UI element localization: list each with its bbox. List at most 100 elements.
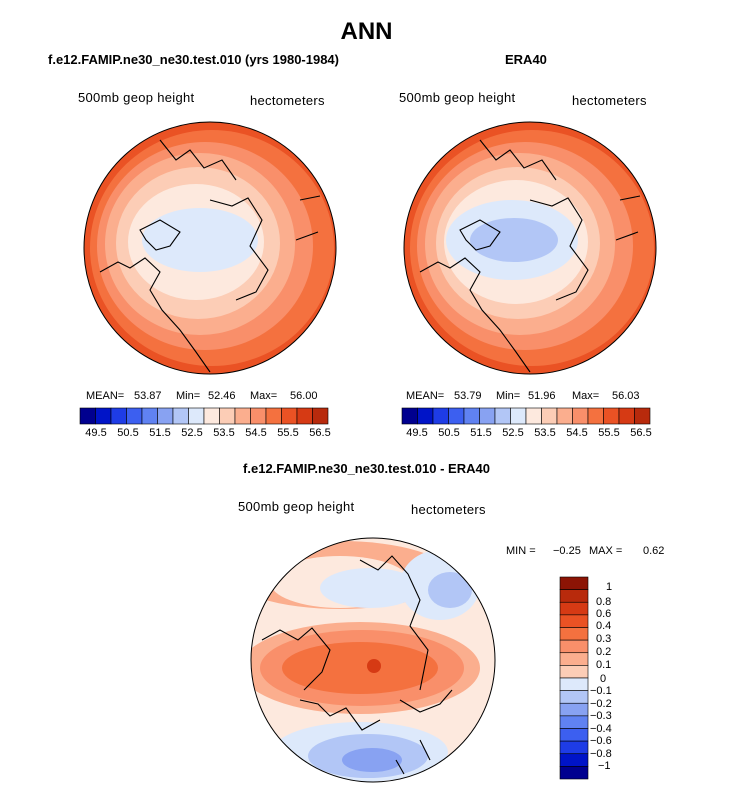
panel3-tick: −0.1 <box>590 685 612 697</box>
panel3-tick: 0.3 <box>596 633 612 645</box>
panel3-map-border <box>250 537 496 783</box>
panel3-tick: 0.1 <box>596 659 612 671</box>
panel3-min-label: MIN = <box>506 545 536 557</box>
panel2-colorbar-box <box>572 407 589 425</box>
panel2-colorbar-box <box>448 407 465 425</box>
panel1-colorbar-box <box>296 407 313 425</box>
panel3-tick: 0.2 <box>596 646 612 658</box>
panel2-max-value: 56.03 <box>612 390 640 402</box>
panel3-colorbar-box <box>559 753 589 767</box>
panel3-colorbar-box <box>559 665 589 679</box>
panel3-tick: −0.3 <box>590 710 612 722</box>
panel1-colorbar-box <box>234 407 251 425</box>
panel2-colorbar-box <box>587 407 604 425</box>
panel1-tick: 50.5 <box>117 427 139 439</box>
panel2-units-label: hectometers <box>572 93 647 108</box>
panel1-colorbar-box <box>95 407 112 425</box>
panel2-min-label: Min= <box>496 390 521 402</box>
panel1-tick: 51.5 <box>149 427 171 439</box>
panel1-colorbar <box>79 407 329 425</box>
panel1-map <box>83 121 337 375</box>
panel1-mean-value: 53.87 <box>134 390 162 402</box>
panel2-colorbar-box <box>618 407 635 425</box>
panel3-colorbar-box <box>559 728 589 742</box>
panel2-map-border <box>403 121 657 375</box>
panel2-coastlines <box>419 139 641 373</box>
panel2-mean-value: 53.79 <box>454 390 482 402</box>
panel3-max-label: MAX = <box>589 545 623 557</box>
panel3-coast-alaska <box>399 689 453 713</box>
panel3-tick: −0.4 <box>590 723 612 735</box>
panel1-colorbar-box <box>188 407 205 425</box>
panel3-band-top-blue <box>320 568 420 608</box>
panel1-colorbar-box <box>265 407 282 425</box>
panel1-colorbar-box <box>141 407 158 425</box>
panel1-coast-canada <box>209 197 269 301</box>
panel3-band-mid-06 <box>282 642 438 694</box>
panel2-tick: 54.5 <box>566 427 588 439</box>
panel2-tick: 52.5 <box>502 427 524 439</box>
panel3-units-label: hectometers <box>411 502 486 517</box>
panel1-colorbar-box <box>312 407 329 425</box>
panel2-colorbar-box <box>494 407 511 425</box>
panel1-colorbar-box <box>250 407 267 425</box>
panel3-colorbar-box <box>559 766 589 780</box>
main-title: ANN <box>340 18 393 45</box>
panel3-colorbar-box <box>559 627 589 641</box>
panel3-colorbar-box <box>559 740 589 755</box>
panel2-variable-label: 500mb geop height <box>399 90 516 105</box>
panel1-mean-label: MEAN= <box>86 390 125 402</box>
panel1-title: f.e12.FAMIP.ne30_ne30.test.010 (yrs 1980… <box>48 52 339 67</box>
panel3-colorbar-box <box>559 614 589 628</box>
panel1-tick: 54.5 <box>245 427 267 439</box>
panel2-mean-label: MEAN= <box>406 390 445 402</box>
panel3-tick: 1 <box>606 581 613 593</box>
panel2-max-label: Max= <box>572 390 600 402</box>
panel2-colorbar-box <box>525 407 542 425</box>
panel3-map <box>250 537 496 783</box>
panel1-coastlines <box>99 139 321 373</box>
panel2-colorbar-box <box>417 407 434 425</box>
panel2-colorbar-box <box>541 407 558 425</box>
panel1-coast-europe <box>99 257 211 373</box>
panel3-min-value: −0.25 <box>553 545 581 557</box>
panel2-colorbar-box <box>463 407 480 425</box>
panel3-max-value: 0.62 <box>643 545 665 557</box>
panel3-coast-islands <box>395 739 431 775</box>
panel1-tick: 49.5 <box>85 427 107 439</box>
panel2-coast-siberia <box>479 139 557 181</box>
panel1-tick: 53.5 <box>213 427 235 439</box>
panel1-colorbar-box <box>79 407 96 425</box>
panel2-coast-canada <box>529 197 589 301</box>
panel1-units-label: hectometers <box>250 93 325 108</box>
panel3-coastlines <box>261 555 453 775</box>
panel2-tick: 50.5 <box>438 427 460 439</box>
panel3-coast-canada <box>359 555 429 691</box>
panel3-band-max <box>367 659 381 673</box>
panel3-colorbar-box <box>559 601 589 616</box>
panel1-max-value: 56.00 <box>290 390 318 402</box>
panel1-tick: 55.5 <box>277 427 299 439</box>
panel3-colorbar-box <box>559 715 589 729</box>
panel2-title: ERA40 <box>505 52 547 67</box>
panel3-tick: 0 <box>600 673 607 685</box>
panel2-colorbar-box <box>634 407 651 425</box>
panel3-variable-label: 500mb geop height <box>238 499 355 514</box>
panel2-min-value: 51.96 <box>528 390 556 402</box>
panel1-max-label: Max= <box>250 390 278 402</box>
panel3-coast-north <box>261 627 331 691</box>
panel1-coast-alaska <box>295 195 321 241</box>
panel2-tick: 53.5 <box>534 427 556 439</box>
panel3-colorbar-box <box>559 702 589 717</box>
panel1-band-52-5 <box>142 208 258 272</box>
panel3-tick: 0.4 <box>596 620 612 632</box>
panel1-colorbar-box <box>157 407 174 425</box>
panel1-coast-greenland <box>139 219 181 251</box>
panel1-coast-siberia <box>159 139 237 181</box>
panel2-band-52 <box>470 218 558 262</box>
panel2-map <box>403 121 657 375</box>
panel1-tick: 56.5 <box>309 427 331 439</box>
panel3-colorbar-box <box>559 639 589 654</box>
panel3-colorbar-box <box>559 652 589 666</box>
panel2-colorbar-box <box>401 407 418 425</box>
